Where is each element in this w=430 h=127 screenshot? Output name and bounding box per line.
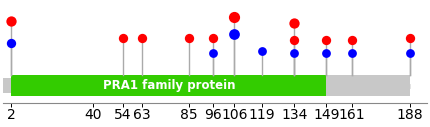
Point xyxy=(259,50,266,52)
Bar xyxy=(326,75,410,97)
Bar xyxy=(11,75,326,97)
Point xyxy=(323,52,330,54)
Bar xyxy=(0,78,11,93)
Point xyxy=(139,37,146,39)
Point xyxy=(291,52,298,54)
Point xyxy=(291,39,298,42)
Point xyxy=(209,52,216,54)
Point xyxy=(231,16,238,18)
Point xyxy=(349,39,356,42)
Point xyxy=(8,42,15,44)
Point xyxy=(291,22,298,24)
Text: PRA1 family protein: PRA1 family protein xyxy=(103,79,235,92)
Point xyxy=(209,37,216,39)
Point xyxy=(407,37,414,39)
Point xyxy=(349,52,356,54)
Point xyxy=(120,37,126,39)
Point xyxy=(407,52,414,54)
Point xyxy=(231,33,238,35)
Point xyxy=(8,20,15,22)
Point xyxy=(186,37,193,39)
Point xyxy=(323,39,330,42)
